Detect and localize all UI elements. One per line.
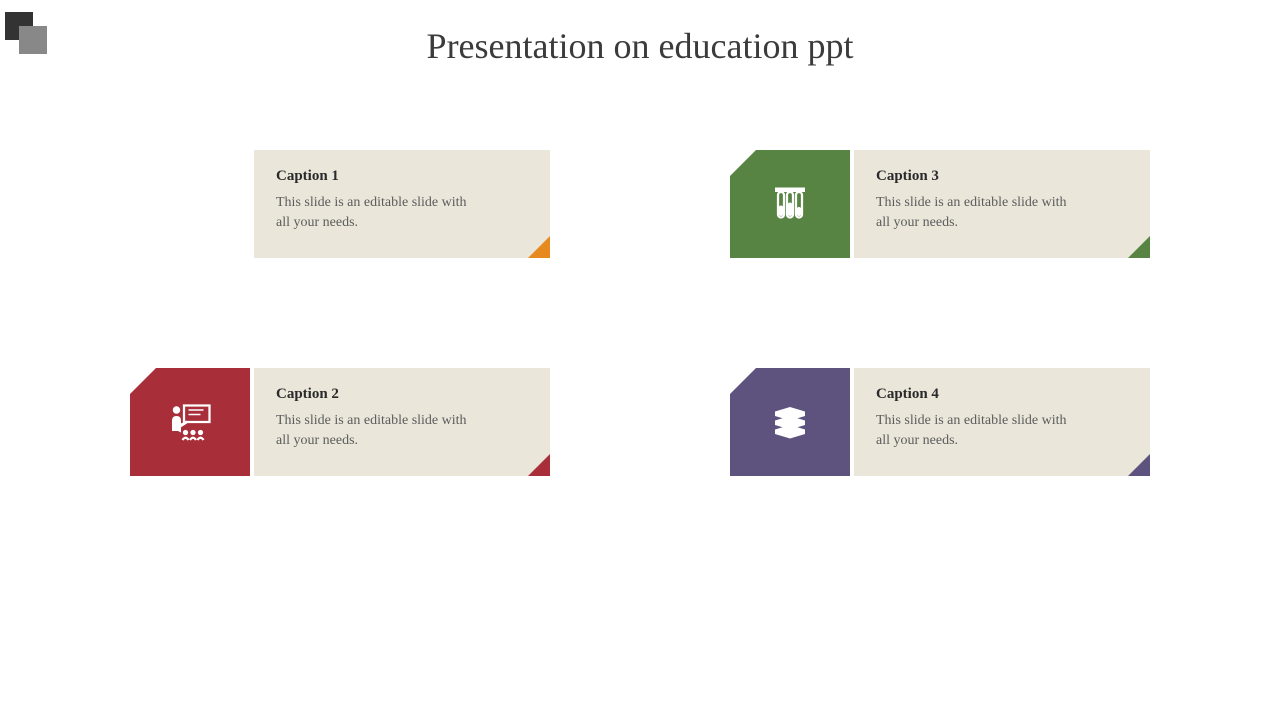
slide-canvas: Presentation on education ppt Caption 1 … bbox=[0, 0, 1280, 720]
pencil-icon bbox=[166, 180, 214, 228]
card-1: Caption 1 This slide is an editable slid… bbox=[130, 150, 550, 258]
card-3-notch bbox=[730, 150, 756, 176]
card-4-notch bbox=[730, 368, 756, 394]
card-3-icon-box bbox=[730, 150, 850, 258]
card-2-icon-box bbox=[130, 368, 250, 476]
books-icon bbox=[766, 398, 814, 446]
card-3-text: Caption 3 This slide is an editable slid… bbox=[854, 150, 1150, 258]
card-3-corner bbox=[1128, 236, 1150, 258]
card-2-corner bbox=[528, 454, 550, 476]
card-2-text: Caption 2 This slide is an editable slid… bbox=[254, 368, 550, 476]
card-4-corner bbox=[1128, 454, 1150, 476]
card-4-caption: Caption 4 bbox=[876, 386, 1128, 403]
card-2-caption: Caption 2 bbox=[276, 386, 528, 403]
card-4-icon-box bbox=[730, 368, 850, 476]
card-2: Caption 2 This slide is an editable slid… bbox=[130, 368, 550, 476]
card-3-desc: This slide is an editable slide with all… bbox=[876, 193, 1076, 234]
card-4-desc: This slide is an editable slide with all… bbox=[876, 411, 1076, 452]
card-2-notch bbox=[130, 368, 156, 394]
card-1-text: Caption 1 This slide is an editable slid… bbox=[254, 150, 550, 258]
slide-title: Presentation on education ppt bbox=[0, 25, 1280, 67]
test-tubes-icon bbox=[766, 180, 814, 228]
card-3-caption: Caption 3 bbox=[876, 168, 1128, 185]
card-4: Caption 4 This slide is an editable slid… bbox=[730, 368, 1150, 476]
teacher-icon bbox=[166, 398, 214, 446]
card-4-text: Caption 4 This slide is an editable slid… bbox=[854, 368, 1150, 476]
card-1-caption: Caption 1 bbox=[276, 168, 528, 185]
card-3: Caption 3 This slide is an editable slid… bbox=[730, 150, 1150, 258]
card-1-desc: This slide is an editable slide with all… bbox=[276, 193, 476, 234]
card-1-notch bbox=[130, 150, 156, 176]
card-1-corner bbox=[528, 236, 550, 258]
card-1-icon-box bbox=[130, 150, 250, 258]
cards-grid: Caption 1 This slide is an editable slid… bbox=[130, 150, 1150, 476]
card-2-desc: This slide is an editable slide with all… bbox=[276, 411, 476, 452]
